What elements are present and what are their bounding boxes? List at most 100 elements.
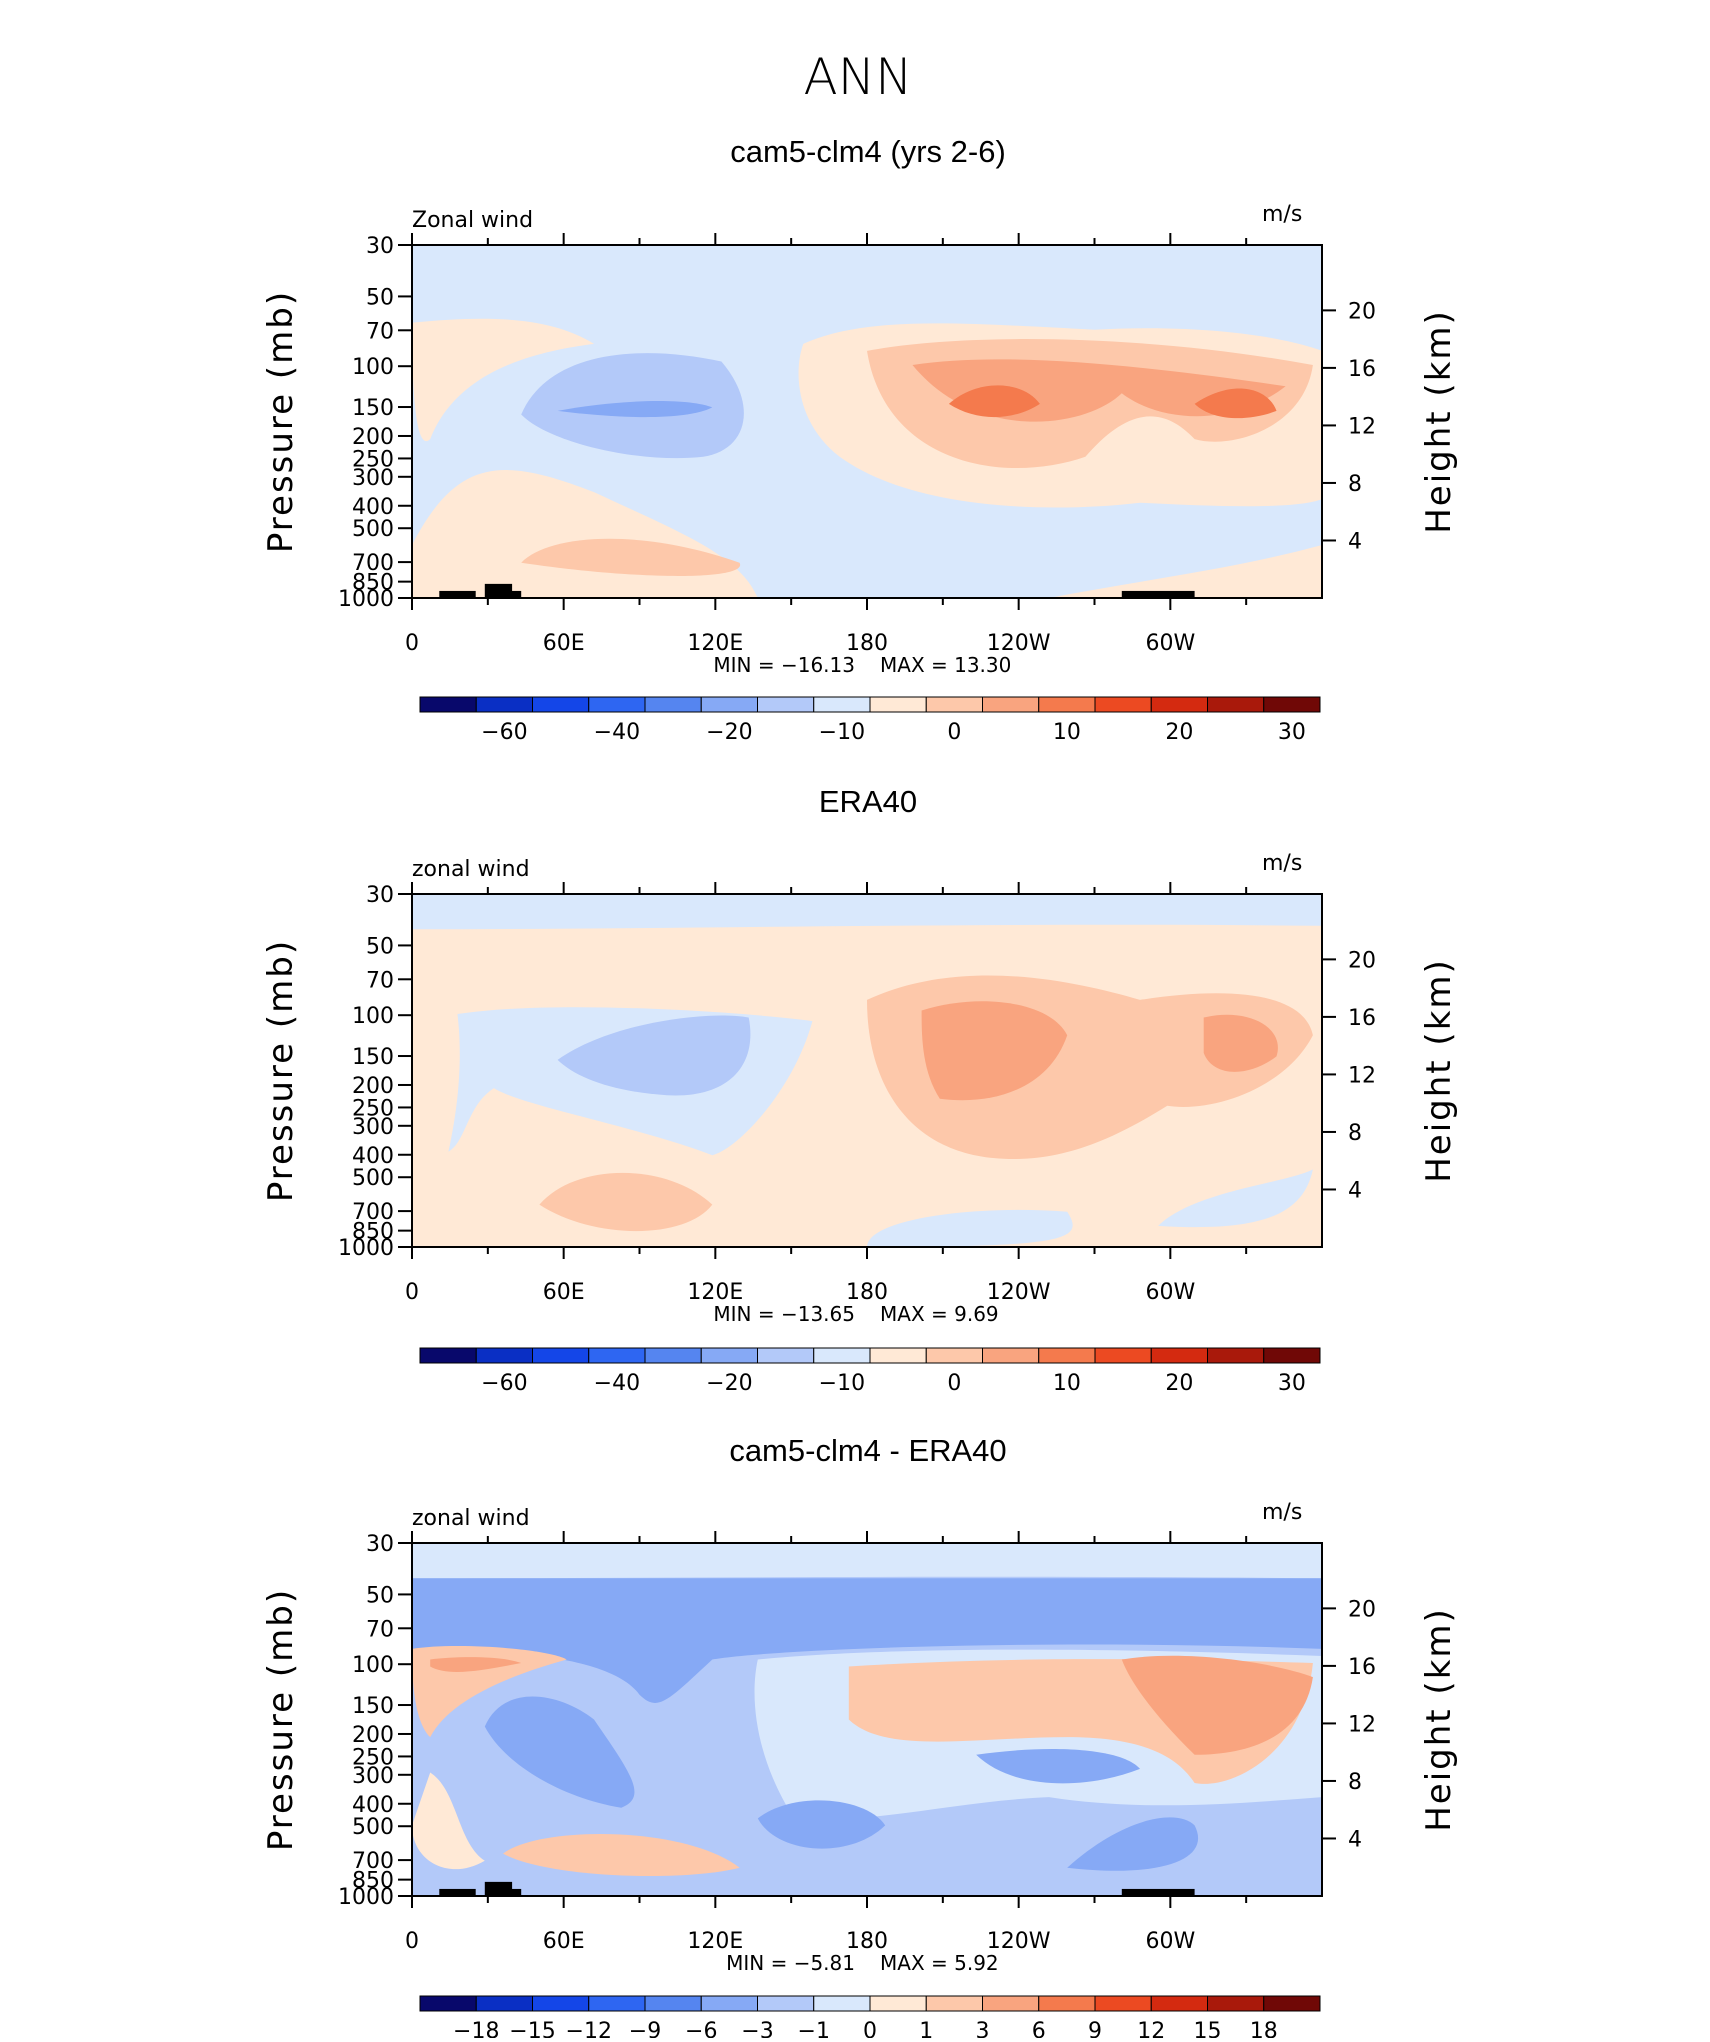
colorbar-swatch bbox=[869, 1347, 927, 1364]
colorbar-swatch bbox=[925, 1995, 983, 2012]
y-axis-right-label: Height (km) bbox=[1419, 1607, 1459, 1832]
pressure-tick-label: 100 bbox=[352, 1653, 394, 1678]
colorbar-swatch bbox=[813, 1347, 871, 1364]
topography-block-3 bbox=[503, 590, 522, 598]
units-label: m/s bbox=[1262, 1500, 1302, 1525]
contour-region-3 bbox=[412, 1578, 1322, 1703]
topography-block-3 bbox=[503, 1888, 522, 1896]
colorbar-label: 1 bbox=[919, 2019, 933, 2038]
min-label: MIN = −16.13 bbox=[713, 653, 855, 677]
lon-tick-label: 120E bbox=[687, 1280, 743, 1305]
lon-tick-label: 180 bbox=[846, 1280, 888, 1305]
colorbar-label: −15 bbox=[509, 2019, 555, 2038]
height-tick-label: 12 bbox=[1348, 1712, 1376, 1737]
colorbar-swatch bbox=[925, 1347, 983, 1364]
colorbar-swatch bbox=[1263, 1347, 1321, 1364]
colorbar-swatch bbox=[757, 1995, 815, 2012]
contour-field bbox=[412, 1543, 1322, 1896]
colorbar-swatch bbox=[1150, 1347, 1208, 1364]
pressure-tick-label: 100 bbox=[352, 355, 394, 380]
height-tick-label: 4 bbox=[1348, 529, 1362, 554]
height-tick-label: 20 bbox=[1348, 1597, 1376, 1622]
pressure-tick-label: 1000 bbox=[338, 587, 394, 612]
contour-region-2 bbox=[412, 318, 594, 442]
height-tick-label: 20 bbox=[1348, 299, 1376, 324]
pressure-tick-label: 150 bbox=[352, 1045, 394, 1070]
colorbar-swatch bbox=[588, 696, 646, 713]
pressure-tick-label: 700 bbox=[352, 1849, 394, 1874]
colorbar-label: 20 bbox=[1165, 720, 1193, 745]
contour-region-1 bbox=[412, 894, 1322, 1247]
colorbar-swatch bbox=[532, 696, 590, 713]
contour-region-10 bbox=[757, 1800, 886, 1849]
contour-region-10 bbox=[948, 385, 1040, 418]
colorbar-label: −10 bbox=[819, 720, 865, 745]
panel-1: cam5-clm4 (yrs 2-6) Zonal wind m/s 30 50 70 10… bbox=[261, 134, 1459, 745]
colorbar-swatch bbox=[644, 696, 702, 713]
height-tick-label: 16 bbox=[1348, 1655, 1376, 1680]
colorbar-label: 15 bbox=[1194, 2019, 1222, 2038]
pressure-tick-label: 100 bbox=[352, 1004, 394, 1029]
colorbar-swatch bbox=[475, 1995, 533, 2012]
lon-tick-label: 60E bbox=[543, 631, 585, 656]
colorbar-swatch bbox=[700, 696, 758, 713]
units-label: m/s bbox=[1262, 202, 1302, 227]
panel-title: cam5-clm4 - ERA40 bbox=[729, 1433, 1006, 1468]
contour-region-11 bbox=[1194, 388, 1277, 419]
colorbar-label: −10 bbox=[819, 1371, 865, 1396]
y-axis-label: Pressure (mb) bbox=[261, 1588, 301, 1851]
colorbar-swatch bbox=[982, 1347, 1040, 1364]
pressure-tick-label: 250 bbox=[352, 447, 394, 472]
lon-tick-label: 60E bbox=[543, 1280, 585, 1305]
colorbar-swatch bbox=[419, 1995, 477, 2012]
y-axis-label: Pressure (mb) bbox=[261, 939, 301, 1202]
pressure-tick-label: 30 bbox=[366, 1532, 394, 1557]
lon-tick-label: 0 bbox=[405, 1280, 419, 1305]
topography-block-4 bbox=[1121, 1888, 1195, 1896]
pressure-tick-label: 200 bbox=[352, 1074, 394, 1099]
colorbar-swatch bbox=[1207, 1347, 1265, 1364]
contour-region-11 bbox=[976, 1749, 1140, 1784]
colorbar-label: 6 bbox=[1032, 2019, 1046, 2038]
height-tick-label: 4 bbox=[1348, 1827, 1362, 1852]
colorbar-swatch bbox=[588, 1347, 646, 1364]
pressure-tick-label: 250 bbox=[352, 1745, 394, 1770]
colorbar-label: 3 bbox=[976, 2019, 990, 2038]
colorbar-swatch bbox=[1038, 1995, 1096, 2012]
colorbar-swatch bbox=[475, 1347, 533, 1364]
lon-tick-label: 180 bbox=[846, 1929, 888, 1954]
colorbar-label: −9 bbox=[629, 2019, 661, 2038]
colorbar-swatch bbox=[1207, 1995, 1265, 2012]
contour-region-9 bbox=[867, 1209, 1073, 1247]
colorbar-swatch bbox=[1038, 696, 1096, 713]
height-tick-label: 12 bbox=[1348, 1063, 1376, 1088]
colorbar-swatch bbox=[475, 696, 533, 713]
pressure-tick-label: 30 bbox=[366, 883, 394, 908]
pressure-tick-label: 1000 bbox=[338, 1236, 394, 1261]
colorbar-swatch bbox=[644, 1347, 702, 1364]
pressure-tick-label: 400 bbox=[352, 1144, 394, 1169]
topography-block-1 bbox=[439, 590, 476, 598]
colorbar-swatch bbox=[813, 1995, 871, 2012]
contour-region-2 bbox=[412, 1543, 1322, 1579]
contour-region-7 bbox=[557, 400, 713, 418]
colorbar-swatch bbox=[757, 1347, 815, 1364]
colorbar-label: 0 bbox=[947, 1371, 961, 1396]
lon-tick-label: 120E bbox=[687, 631, 743, 656]
colorbar-label: −1 bbox=[798, 2019, 830, 2038]
colorbar-label: 0 bbox=[947, 720, 961, 745]
pressure-tick-label: 50 bbox=[366, 285, 394, 310]
topography-block-1 bbox=[439, 1888, 476, 1896]
variable-label: Zonal wind bbox=[412, 208, 533, 233]
pressure-tick-label: 30 bbox=[366, 234, 394, 259]
pressure-tick-label: 850 bbox=[352, 1220, 394, 1245]
colorbar-label: 9 bbox=[1088, 2019, 1102, 2038]
max-label: MAX = 13.30 bbox=[880, 653, 1011, 677]
colorbar-swatch bbox=[419, 1347, 477, 1364]
colorbar-swatch bbox=[700, 1347, 758, 1364]
units-label: m/s bbox=[1262, 851, 1302, 876]
contour-region-2 bbox=[412, 894, 1322, 930]
colorbar-label: 0 bbox=[863, 2019, 877, 2038]
colorbar-label: −20 bbox=[706, 720, 752, 745]
